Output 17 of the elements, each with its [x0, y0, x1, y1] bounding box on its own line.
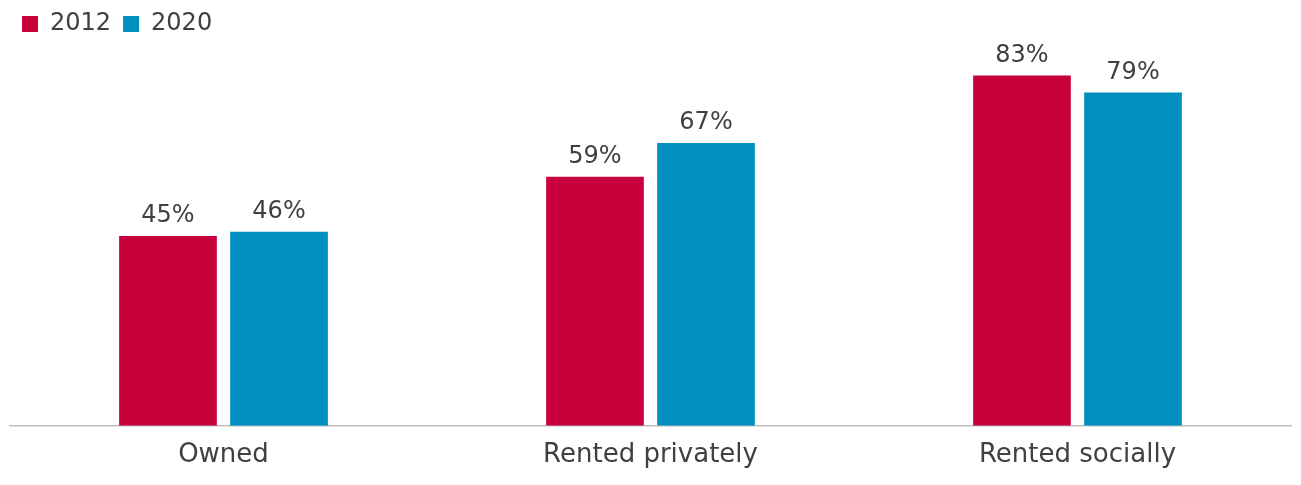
bar	[657, 143, 755, 426]
x-tick-label: Owned	[178, 438, 269, 469]
bar	[230, 231, 328, 426]
bar	[973, 75, 1071, 426]
data-label: 67%	[679, 107, 733, 136]
x-tick-label: Rented socially	[978, 438, 1177, 469]
data-label: 83%	[995, 39, 1049, 68]
x-tick-label: Rented privately	[543, 438, 758, 469]
legend-label: 2012	[50, 8, 112, 37]
data-label: 46%	[252, 195, 306, 224]
legend-label: 2020	[151, 8, 213, 37]
data-label: 45%	[141, 200, 195, 229]
data-label: 79%	[1106, 56, 1160, 85]
bar	[1084, 92, 1182, 426]
bar	[119, 235, 217, 426]
bar	[546, 176, 644, 426]
data-label: 59%	[568, 141, 622, 170]
